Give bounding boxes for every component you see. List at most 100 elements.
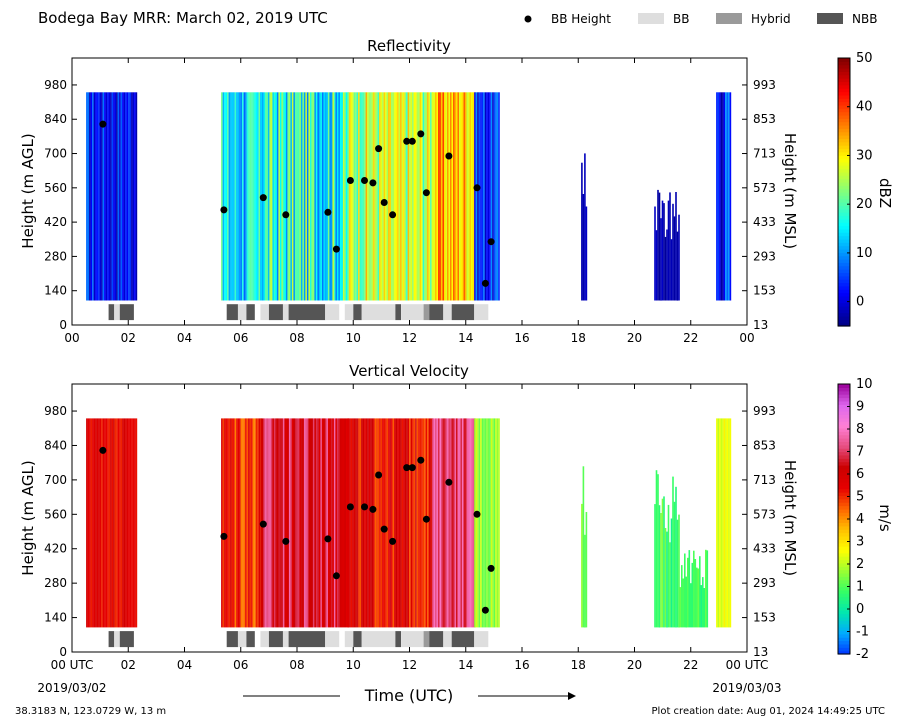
colorbar-swatch xyxy=(838,616,850,621)
precip-streak-4 xyxy=(447,92,449,301)
colorbar-swatch xyxy=(838,135,850,139)
colorbar-swatch xyxy=(838,394,850,399)
bb-height-point xyxy=(417,130,425,138)
precip-streak-2 xyxy=(273,92,276,301)
colorbar-tick-label: 20 xyxy=(856,197,873,212)
precip-streak-2 xyxy=(273,418,276,628)
precip-streak-8 xyxy=(699,556,701,628)
precip-streak-2 xyxy=(272,92,274,301)
precip-streak-0 xyxy=(135,92,138,301)
colorbar-swatch xyxy=(838,192,850,196)
precip-streak-3 xyxy=(347,418,350,628)
precip-streak-2 xyxy=(342,418,345,628)
precip-streak-1 xyxy=(249,92,252,301)
colorbar-tick-label: 8 xyxy=(856,422,864,437)
precip-streak-7 xyxy=(664,528,667,628)
colorbar-swatch xyxy=(838,312,850,317)
precip-streak-9 xyxy=(725,418,727,628)
precip-streak-7 xyxy=(666,531,668,628)
bb-class-segment xyxy=(119,631,134,648)
precip-streak-8 xyxy=(681,565,683,628)
colorbar-swatch xyxy=(838,627,850,631)
precip-streak-2 xyxy=(335,92,337,301)
bb-height-point xyxy=(487,238,495,246)
precip-streak-3 xyxy=(404,92,407,301)
precip-streak-1 xyxy=(228,418,231,628)
colorbar-swatch xyxy=(838,384,850,388)
colorbar-swatch xyxy=(838,502,850,507)
reflectivity-title: Reflectivity xyxy=(367,37,451,55)
precip-streak-3 xyxy=(356,92,359,301)
precip-streak-2 xyxy=(327,92,330,301)
precip-streak-2 xyxy=(333,418,336,628)
precip-streak-2 xyxy=(305,418,307,628)
precip-streak-4 xyxy=(459,92,461,301)
precip-streak-3 xyxy=(394,418,396,628)
precip-streak-7 xyxy=(660,218,662,301)
colorbar-swatch xyxy=(838,390,850,395)
colorbar-swatch xyxy=(838,181,850,186)
velocity-colorbar-label: m/s xyxy=(876,504,894,532)
precip-streak-8 xyxy=(679,587,682,628)
precip-streak-8 xyxy=(726,92,729,301)
bb-class-segment xyxy=(268,631,283,648)
precip-streak-0 xyxy=(116,92,118,301)
colorbar-swatch xyxy=(838,562,850,567)
x-tick-label: 06 xyxy=(233,331,248,345)
colorbar-swatch xyxy=(838,556,850,561)
y-tick-label: 140 xyxy=(44,284,67,298)
x-tick-label: 00 UTC xyxy=(726,658,769,672)
precip-streak-0 xyxy=(105,418,108,628)
precip-streak-3 xyxy=(400,418,402,628)
precip-streak-2 xyxy=(294,92,297,301)
precip-streak-4 xyxy=(436,92,439,301)
precip-streak-2 xyxy=(285,418,288,628)
precip-streak-7 xyxy=(670,239,673,301)
colorbar-swatch xyxy=(838,198,850,203)
precip-streak-2 xyxy=(269,92,271,301)
precip-streak-1 xyxy=(233,92,235,301)
precip-streak-0 xyxy=(126,92,129,301)
precip-streak-3 xyxy=(419,92,422,301)
colorbar-swatch xyxy=(838,404,850,409)
precip-streak-9 xyxy=(728,418,730,628)
bb-class-segment xyxy=(325,631,340,648)
precip-streak-3 xyxy=(425,418,428,628)
precip-streak-4 xyxy=(469,92,472,301)
colorbar-swatch xyxy=(838,508,850,513)
precip-streak-8 xyxy=(720,92,723,301)
bb-height-point xyxy=(324,535,332,543)
precip-streak-6 xyxy=(585,512,588,628)
bb-class-segment xyxy=(361,304,396,321)
precip-streak-2 xyxy=(312,92,315,301)
precip-streak-2 xyxy=(281,418,283,628)
precip-streak-4 xyxy=(450,92,452,301)
precip-streak-0 xyxy=(129,418,132,628)
y-tick-label-right: 713 xyxy=(753,473,776,487)
precip-streak-3 xyxy=(422,92,425,301)
colorbar-swatch xyxy=(838,228,850,233)
precip-streak-3 xyxy=(394,92,396,301)
precip-streak-8 xyxy=(700,585,703,628)
bb-class-segment xyxy=(451,631,475,648)
colorbar-swatch xyxy=(838,512,850,517)
x-tick-label: 14 xyxy=(458,658,473,672)
precip-streak-2 xyxy=(285,92,288,301)
precip-streak-3 xyxy=(430,418,432,628)
precip-streak-3 xyxy=(355,418,357,628)
bb-class-segment xyxy=(108,631,115,648)
y-tick-label-right: 153 xyxy=(753,611,776,625)
colorbar-swatch xyxy=(838,600,850,604)
precip-streak-3 xyxy=(376,418,378,628)
precip-streak-1 xyxy=(255,92,258,301)
bb-class-segment xyxy=(423,631,430,648)
y-tick-label: 420 xyxy=(44,215,67,229)
bb-class-segment xyxy=(429,304,444,321)
x-tick-label: 00 UTC xyxy=(51,658,94,672)
precip-streak-3 xyxy=(410,418,413,628)
precip-streak-4 xyxy=(453,418,455,628)
precip-streak-9 xyxy=(719,418,721,628)
colorbar-swatch xyxy=(838,610,850,615)
precip-streak-2 xyxy=(332,92,334,301)
precip-streak-4 xyxy=(438,92,440,301)
